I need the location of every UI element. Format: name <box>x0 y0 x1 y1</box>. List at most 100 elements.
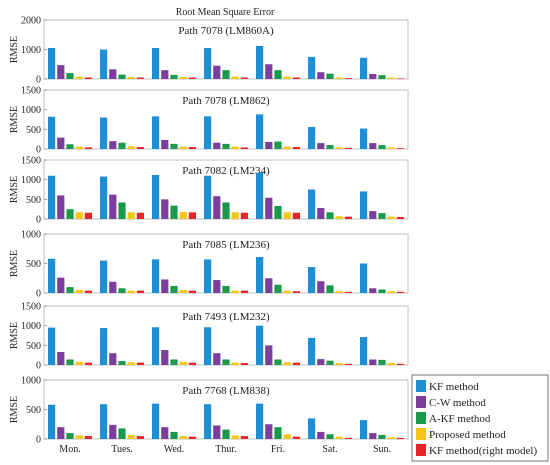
bar <box>335 147 343 149</box>
bar <box>283 76 291 79</box>
bar <box>396 437 404 439</box>
bar <box>84 147 92 149</box>
bar <box>48 327 56 365</box>
bar <box>170 285 178 293</box>
panel-title: Path 7082 (LM234) <box>182 165 270 177</box>
bar <box>396 148 404 149</box>
bar <box>100 49 108 79</box>
y-tick-label: 1000 <box>21 376 41 387</box>
bar <box>256 172 264 219</box>
bar <box>118 202 126 219</box>
bar <box>152 327 160 365</box>
y-tick-label: 1000 <box>21 230 41 241</box>
bar <box>100 404 108 439</box>
bar <box>161 139 169 149</box>
bar <box>66 433 74 439</box>
bar <box>360 191 368 219</box>
bar <box>152 259 160 293</box>
bar <box>84 77 92 79</box>
y-tick-label: 1000 <box>21 45 41 56</box>
bar <box>170 431 178 439</box>
bar <box>109 69 117 79</box>
y-tick-label: 0 <box>36 361 41 372</box>
bar <box>274 70 282 79</box>
bar <box>378 145 386 149</box>
bar <box>136 362 144 365</box>
bar <box>396 363 404 365</box>
bar <box>127 212 135 219</box>
y-tick-label: 500 <box>26 405 41 416</box>
bar <box>317 207 325 219</box>
bar <box>308 126 316 149</box>
y-tick-label: 500 <box>26 125 41 136</box>
bar <box>317 431 325 439</box>
bar <box>204 48 212 79</box>
bar <box>396 291 404 293</box>
bar <box>179 76 187 79</box>
bar <box>109 424 117 439</box>
y-axis-label: RMSE <box>9 106 20 133</box>
bar <box>127 76 135 79</box>
bar <box>292 291 300 293</box>
bar <box>75 361 83 365</box>
bar <box>57 277 65 293</box>
bar <box>292 147 300 149</box>
bar <box>48 175 56 219</box>
bar <box>152 116 160 149</box>
bar <box>179 211 187 219</box>
bar <box>265 141 273 149</box>
bar <box>57 65 65 79</box>
bar <box>170 359 178 365</box>
bar <box>317 281 325 293</box>
bar <box>326 212 334 219</box>
bar <box>48 404 56 439</box>
y-axis-label: RMSE <box>9 36 20 63</box>
bar <box>231 76 239 79</box>
bar <box>222 70 230 79</box>
bar <box>213 353 221 365</box>
bar <box>118 361 126 365</box>
bar <box>100 117 108 149</box>
bar <box>231 290 239 293</box>
bar <box>48 116 56 149</box>
bar <box>75 146 83 149</box>
bar <box>118 428 126 439</box>
bar <box>57 427 65 439</box>
bar <box>335 436 343 439</box>
bar <box>240 147 248 149</box>
bar <box>387 291 395 293</box>
bar <box>256 325 264 365</box>
bar <box>344 216 352 219</box>
bar <box>213 196 221 219</box>
legend-label: C-W method <box>429 397 486 409</box>
bar <box>188 212 196 219</box>
bar <box>256 114 264 149</box>
bar <box>360 420 368 439</box>
bar <box>326 145 334 149</box>
bar <box>213 142 221 149</box>
bar <box>204 259 212 293</box>
bar <box>179 146 187 149</box>
bar <box>344 147 352 149</box>
bar <box>109 194 117 219</box>
bar <box>57 195 65 219</box>
bar <box>213 280 221 293</box>
bar <box>344 437 352 439</box>
bar <box>317 359 325 365</box>
legend-swatch <box>416 396 426 408</box>
bar <box>231 362 239 365</box>
bar <box>109 141 117 149</box>
y-axis-label: RMSE <box>9 322 20 349</box>
legend-swatch <box>416 428 426 440</box>
bar <box>387 363 395 365</box>
panel-title: Path 7768 (LM838) <box>182 385 270 397</box>
y-tick-label: 500 <box>26 195 41 206</box>
bar <box>335 291 343 293</box>
bar <box>292 362 300 365</box>
bar <box>369 359 377 365</box>
bar <box>75 212 83 219</box>
